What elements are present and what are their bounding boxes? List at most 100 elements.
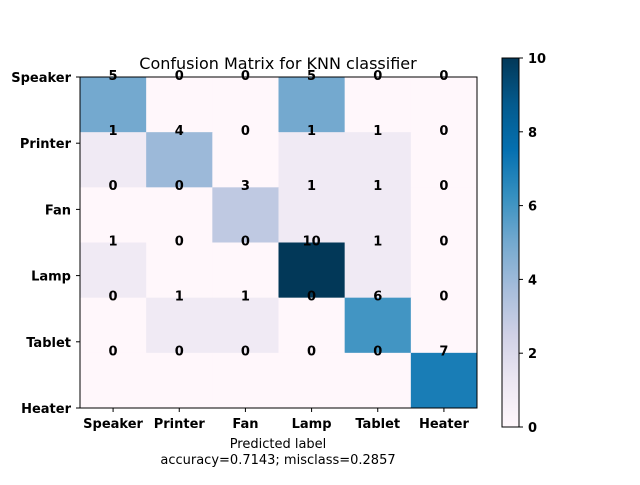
chart-title: Confusion Matrix for KNN classifier xyxy=(139,54,417,73)
y-tick-label: Heater xyxy=(21,402,72,417)
heatmap-cell xyxy=(80,187,147,243)
x-axis-label: Predicted label xyxy=(230,437,327,452)
x-tick-label: Heater xyxy=(419,417,470,432)
colorbar-ticks: 0 2 4 6 8 10 xyxy=(519,52,546,436)
x-axis-sublabel: accuracy=0.7143; misclass=0.2857 xyxy=(160,453,395,468)
y-tick-label: Lamp xyxy=(31,270,71,285)
heatmap-cell xyxy=(278,132,346,188)
heatmap-cell xyxy=(212,187,279,243)
cell-value-label: 1 xyxy=(373,124,382,139)
cell-value-label: 7 xyxy=(439,345,448,360)
heatmap-cells: 5 0 0 5 0 01 4 0 1 1 00 0 3 1 1 01 0 0 10 1 00 1 1 0 6 00 0 0 0 0 7 xyxy=(80,69,478,409)
y-tick-label: Printer xyxy=(20,137,72,152)
heatmap-cell xyxy=(410,187,478,243)
heatmap-cell xyxy=(278,187,346,243)
x-tick-label: Lamp xyxy=(292,417,332,432)
heatmap-cell xyxy=(344,132,412,188)
x-tick-label: Printer xyxy=(154,417,206,432)
heatmap-cell xyxy=(146,297,213,354)
heatmap-cell xyxy=(146,132,213,188)
cell-value-label: 0 xyxy=(439,69,448,84)
cell-value-label: 0 xyxy=(175,345,184,360)
heatmap-cell xyxy=(212,132,279,188)
heatmap-cell xyxy=(80,352,147,409)
heatmap-cell xyxy=(80,77,147,133)
colorbar-tick-label: 8 xyxy=(528,126,537,141)
cell-value-label: 0 xyxy=(241,345,250,360)
cell-value-label: 6 xyxy=(373,289,382,304)
heatmap-cell xyxy=(278,297,346,354)
heatmap-cell xyxy=(410,132,478,188)
heatmap-cell xyxy=(146,187,213,243)
cell-value-label: 0 xyxy=(373,345,382,360)
cell-value-label: 0 xyxy=(373,69,382,84)
heatmap-cell xyxy=(278,242,346,299)
cell-value-label: 3 xyxy=(241,179,250,194)
cell-value-label: 1 xyxy=(109,234,118,249)
heatmap-cell xyxy=(410,297,478,354)
heatmap-cell xyxy=(80,297,147,354)
colorbar-tick-label: 10 xyxy=(528,52,546,67)
cell-value-label: 5 xyxy=(307,69,316,84)
cell-value-label: 0 xyxy=(439,124,448,139)
heatmap-cell xyxy=(212,297,279,354)
cell-value-label: 0 xyxy=(175,179,184,194)
cell-value-label: 1 xyxy=(241,289,250,304)
plot-frame xyxy=(79,76,478,409)
heatmap-cell xyxy=(80,242,147,299)
heatmap-cell xyxy=(410,352,478,409)
cell-value-label: 5 xyxy=(109,69,118,84)
x-tick-label: Speaker xyxy=(83,417,143,432)
y-tick-label: Speaker xyxy=(11,71,71,86)
cell-value-label: 0 xyxy=(439,289,448,304)
colorbar-tick-label: 0 xyxy=(528,421,537,436)
cell-value-label: 1 xyxy=(373,234,382,249)
heatmap-cell xyxy=(278,77,346,133)
cell-value-label: 0 xyxy=(241,69,250,84)
cell-value-label: 1 xyxy=(307,179,316,194)
cell-value-label: 0 xyxy=(439,179,448,194)
cell-value-label: 0 xyxy=(307,345,316,360)
heatmap-cell xyxy=(146,242,213,299)
cell-value-label: 0 xyxy=(439,234,448,249)
colorbar-tick-label: 6 xyxy=(528,200,537,215)
y-tick-label: Tablet xyxy=(26,336,71,351)
y-tick-label: Fan xyxy=(45,203,71,218)
heatmap-cell xyxy=(212,352,279,409)
heatmap-cell xyxy=(212,77,279,133)
heatmap-cell xyxy=(146,352,213,409)
cell-value-label: 0 xyxy=(175,234,184,249)
cell-value-label: 4 xyxy=(175,124,184,139)
heatmap-cell xyxy=(344,352,412,409)
cell-value-label: 1 xyxy=(307,124,316,139)
cell-value-label: 0 xyxy=(307,289,316,304)
heatmap-cell xyxy=(80,132,147,188)
heatmap-cell xyxy=(212,242,279,299)
cell-value-label: 0 xyxy=(109,179,118,194)
heatmap-cell xyxy=(344,187,412,243)
cell-value-label: 1 xyxy=(109,124,118,139)
colorbar-tick-label: 2 xyxy=(528,347,537,362)
heatmap-cell xyxy=(410,77,478,133)
cell-value-label: 10 xyxy=(303,234,321,249)
x-tick-label: Fan xyxy=(232,417,258,432)
heatmap-cell xyxy=(344,77,412,133)
heatmap-cell xyxy=(410,242,478,299)
cell-value-label: 0 xyxy=(109,289,118,304)
x-tick-label: Tablet xyxy=(355,417,400,432)
cell-value-label: 0 xyxy=(241,234,250,249)
cell-value-label: 1 xyxy=(373,179,382,194)
cell-value-label: 0 xyxy=(109,345,118,360)
cell-value-label: 1 xyxy=(175,289,184,304)
x-tick-labels: Speaker Printer Fan Lamp Tablet Heater xyxy=(83,408,469,432)
y-tick-labels: Speaker Printer Fan Lamp Tablet Heater xyxy=(11,71,80,417)
colorbar-tick-label: 4 xyxy=(528,273,537,288)
cell-value-label: 0 xyxy=(175,69,184,84)
heatmap-cell xyxy=(344,242,412,299)
heatmap-cell xyxy=(146,77,213,133)
heatmap-cell xyxy=(344,297,412,354)
cell-value-label: 0 xyxy=(241,124,250,139)
colorbar xyxy=(501,57,520,428)
